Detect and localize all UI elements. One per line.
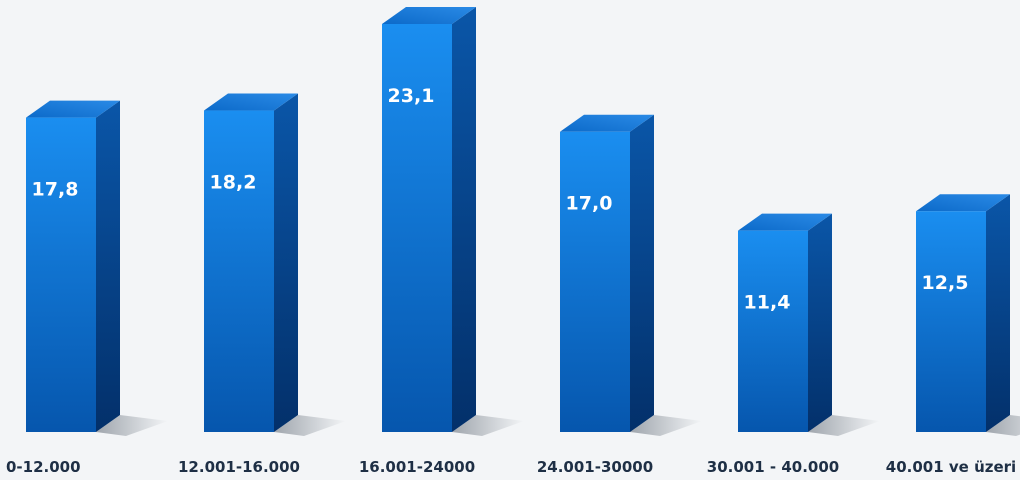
data-label: 18,2 xyxy=(210,172,257,194)
bar-shadow xyxy=(96,415,168,436)
bar xyxy=(560,114,702,436)
bar-front xyxy=(26,117,96,433)
bar-front xyxy=(560,131,630,432)
bar-top xyxy=(560,114,654,132)
bar-front xyxy=(382,24,452,432)
bar-side xyxy=(808,213,832,432)
bar xyxy=(916,194,1020,436)
bar-top xyxy=(916,194,1010,212)
bar-front xyxy=(738,230,808,432)
bar-top xyxy=(26,100,120,118)
bar xyxy=(382,7,524,436)
bar-shadow xyxy=(630,415,702,436)
data-label: 17,0 xyxy=(566,193,613,215)
category-label: 40.001 ve üzeri xyxy=(886,458,1016,476)
bar-shadow xyxy=(986,415,1020,436)
bar-side xyxy=(274,93,298,432)
category-label: 30.001 - 40.000 xyxy=(707,458,839,476)
bar-front xyxy=(916,211,986,432)
bar-shadow xyxy=(452,415,524,436)
category-label: 0-12.000 xyxy=(6,458,81,476)
bar xyxy=(738,213,880,436)
category-label: 24.001-30000 xyxy=(537,458,653,476)
category-label: 12.001-16.000 xyxy=(178,458,300,476)
bar-top xyxy=(382,7,476,24)
bar-front xyxy=(204,110,274,432)
bar-side xyxy=(986,194,1010,432)
data-label: 17,8 xyxy=(32,179,79,201)
data-label: 11,4 xyxy=(744,292,791,314)
bar-side xyxy=(96,100,120,433)
bar-shadow xyxy=(808,415,880,436)
bar-top xyxy=(204,93,298,111)
data-label: 23,1 xyxy=(388,85,435,107)
bar-shadow xyxy=(274,415,346,436)
category-label: 16.001-24000 xyxy=(359,458,475,476)
data-label: 12,5 xyxy=(922,272,969,294)
bar-top xyxy=(738,213,832,231)
bar xyxy=(26,100,168,436)
bar xyxy=(204,93,346,436)
bar-side xyxy=(452,7,476,432)
bar-side xyxy=(630,114,654,432)
